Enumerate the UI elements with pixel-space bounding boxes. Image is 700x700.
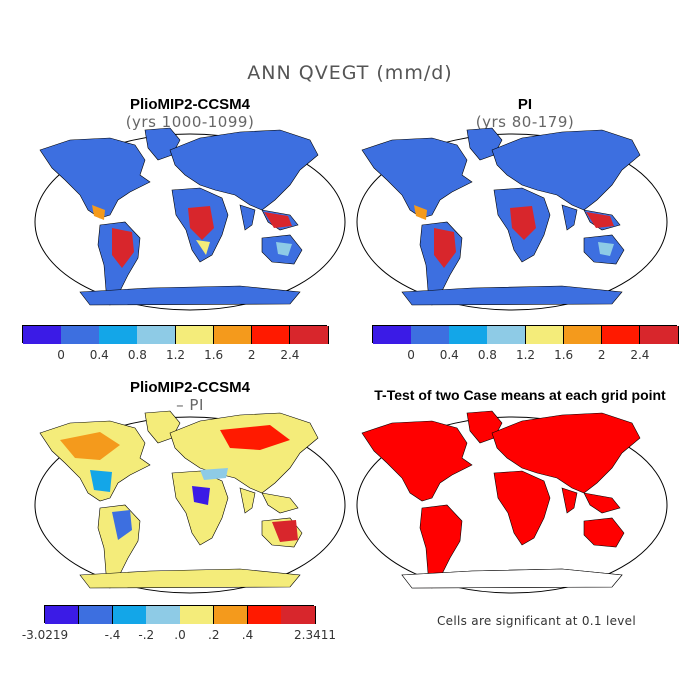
map-top-right	[356, 127, 668, 311]
colorbar-tick-label: 1.6	[554, 348, 574, 362]
map-bottom-left	[34, 410, 346, 594]
colorbar-swatch	[61, 326, 100, 344]
panel-title-bottom-left: PlioMIP2-CCSM4	[129, 379, 250, 396]
colorbar-swatch	[175, 326, 215, 344]
colorbar-tick-label: 2	[597, 348, 606, 362]
colorbar-swatch	[563, 326, 603, 344]
panel-subtitle-top-right: (yrs 80-179)	[475, 113, 575, 131]
colorbar-tick-label: 0	[407, 348, 415, 362]
panel-title-top-left: PlioMIP2-CCSM4	[129, 96, 250, 113]
colorbar-tick-label: .0	[174, 628, 186, 642]
colorbar-tick-label: 0.8	[127, 348, 147, 362]
colorbar-tick-label: 1.2	[165, 348, 186, 362]
colorbar-swatch	[449, 326, 488, 344]
significance-footnote: Cells are significant at 0.1 level	[437, 614, 637, 628]
colorbar-tick-label: 1.6	[204, 348, 224, 362]
colorbar-tick-label: 2	[247, 348, 256, 362]
colorbar-swatch	[289, 326, 329, 344]
colorbar-swatch	[99, 326, 138, 344]
colorbar-swatch	[137, 326, 176, 344]
map-top-left	[34, 127, 346, 311]
figure-title: ANN QVEGT (mm/d)	[247, 62, 453, 84]
colorbar-swatch	[112, 606, 147, 624]
panel-title-bottom-right: T-Test of two Case means at each grid po…	[374, 387, 666, 403]
colorbar-swatch	[23, 326, 62, 344]
colorbar-swatch	[373, 326, 412, 344]
panel-subtitle-bottom-left: – PI	[176, 396, 204, 414]
colorbar-swatch	[639, 326, 679, 344]
map-bottom-right	[356, 410, 668, 594]
colorbar-tick-label: 2.3411	[294, 628, 336, 642]
colorbar-tick-label: 1.2	[515, 348, 536, 362]
colorbar-tick-label: 0.8	[477, 348, 497, 362]
colorbar-swatch	[78, 606, 113, 624]
colorbar-swatch	[601, 326, 641, 344]
colorbar-swatch	[213, 326, 253, 344]
colorbar-swatch	[281, 606, 316, 624]
colorbar-top-left: 0 0.4 0.8 1.2 1.6 2 2.4	[22, 325, 329, 362]
panel-subtitle-top-left: (yrs 1000-1099)	[125, 113, 255, 131]
colorbar-swatch	[146, 606, 181, 624]
colorbar-tick-label: .2	[208, 628, 220, 642]
colorbar-tick-label: 2.4	[280, 348, 300, 362]
colorbar-tick-label: 0.4	[89, 348, 109, 362]
colorbar-bottom-left: -3.0219 -.4 -.2 .0 .2 .4 2.3411	[22, 605, 336, 642]
colorbar-swatch	[411, 326, 450, 344]
colorbar-tick-label: 0.4	[439, 348, 459, 362]
colorbar-swatch	[487, 326, 526, 344]
colorbar-swatch	[525, 326, 565, 344]
colorbar-tick-label: 2.4	[630, 348, 650, 362]
colorbar-swatch	[45, 606, 80, 624]
colorbar-tick-label: .4	[241, 628, 254, 642]
panel-title-top-right: PI	[517, 96, 533, 113]
colorbar-tick-label: 0	[57, 348, 65, 362]
colorbar-swatch	[213, 606, 248, 624]
colorbar-tick-label: -.2	[138, 628, 155, 642]
colorbar-tick-label: -.4	[104, 628, 121, 642]
colorbar-tick-label: -3.0219	[21, 628, 69, 642]
colorbar-top-right: 0 0.4 0.8 1.2 1.6 2 2.4	[372, 325, 679, 362]
colorbar-swatch	[251, 326, 291, 344]
colorbar-swatch	[180, 606, 215, 624]
colorbar-swatch	[247, 606, 282, 624]
